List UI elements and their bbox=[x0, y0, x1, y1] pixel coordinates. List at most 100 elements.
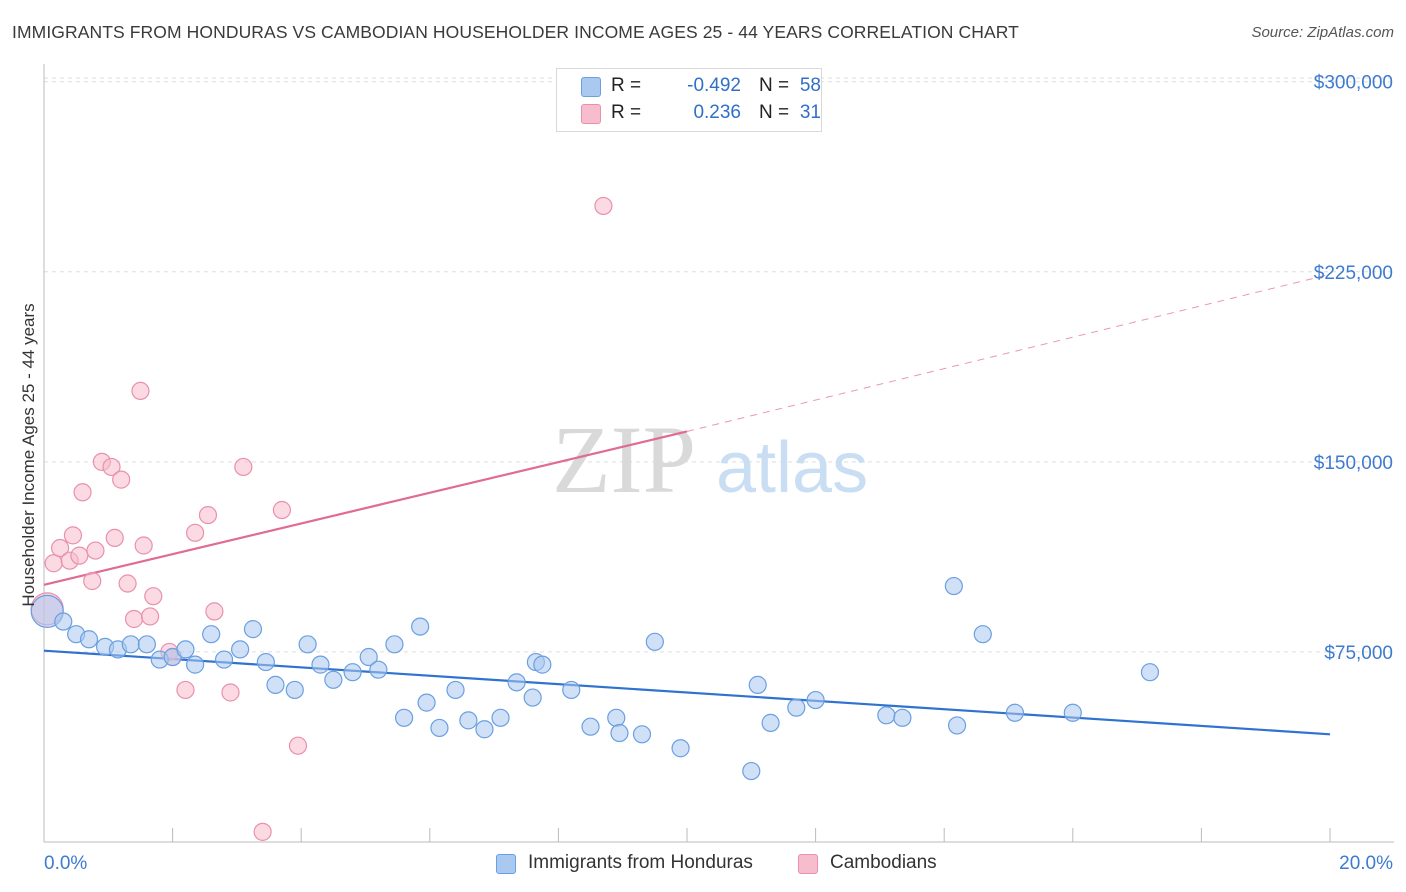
cambodians-point bbox=[288, 736, 308, 755]
honduras-point bbox=[806, 690, 825, 710]
honduras-point bbox=[256, 652, 275, 672]
cambodians-point bbox=[63, 526, 83, 545]
tick-labels: $75,000 $150,000 $225,000 $300,000 0.0% 20.0% bbox=[44, 73, 1393, 874]
cambodians-point bbox=[134, 536, 153, 555]
honduras-point bbox=[1063, 703, 1082, 722]
cambodians-point bbox=[186, 523, 205, 542]
legend-swatch-blue bbox=[581, 77, 601, 97]
cambodians-point bbox=[198, 505, 218, 525]
honduras-point bbox=[369, 660, 388, 679]
correlation-legend: R = -0.492 N = 58 R = 0.236 N = 31 bbox=[556, 68, 822, 132]
grid-lines bbox=[44, 77, 1394, 653]
honduras-point bbox=[973, 625, 992, 644]
honduras-point bbox=[359, 647, 378, 667]
honduras-point bbox=[581, 717, 600, 736]
honduras-point bbox=[79, 630, 99, 649]
honduras-point bbox=[54, 612, 73, 631]
x-tick-label: 20.0% bbox=[1339, 853, 1393, 874]
bottom-legend-label: Cambodians bbox=[830, 852, 937, 873]
cambodians-point bbox=[144, 587, 163, 606]
cambodians-point bbox=[205, 602, 224, 621]
honduras-point bbox=[417, 693, 436, 712]
honduras-point bbox=[324, 670, 343, 689]
legend-r-label: R = bbox=[611, 102, 642, 123]
cambodians-point bbox=[50, 538, 70, 558]
honduras-point bbox=[446, 680, 465, 700]
honduras-point bbox=[761, 713, 780, 732]
cambodians-point bbox=[176, 680, 195, 700]
legend-r-label: R = bbox=[611, 75, 642, 96]
honduras-point bbox=[671, 739, 690, 758]
cambodians-point bbox=[221, 683, 240, 702]
cambodians-point bbox=[253, 822, 272, 841]
legend-n-value: 58 bbox=[799, 75, 821, 96]
honduras-point bbox=[394, 708, 414, 727]
honduras-point bbox=[186, 655, 205, 674]
honduras-point bbox=[231, 640, 250, 659]
honduras-point bbox=[121, 635, 140, 654]
honduras-point bbox=[1140, 663, 1160, 682]
honduras-point bbox=[459, 711, 478, 730]
cambodians-point bbox=[272, 500, 292, 520]
honduras-points bbox=[30, 576, 1160, 781]
cambodians-point bbox=[124, 609, 144, 629]
honduras-point bbox=[343, 663, 362, 682]
honduras-point bbox=[787, 698, 806, 717]
axes bbox=[43, 64, 1394, 843]
y-tick-label: $300,000 bbox=[1314, 73, 1393, 94]
honduras-point bbox=[430, 718, 449, 738]
x-tick-label: 0.0% bbox=[44, 853, 87, 874]
legend-swatch-pink bbox=[581, 104, 601, 124]
honduras-point bbox=[411, 617, 430, 636]
cambodians-point bbox=[70, 546, 89, 565]
honduras-point bbox=[298, 635, 317, 654]
honduras-point bbox=[742, 761, 761, 781]
source-credit: Source: ZipAtlas.com bbox=[1251, 24, 1394, 41]
honduras-point bbox=[243, 620, 263, 639]
bottom-legend-swatch-pink bbox=[798, 854, 818, 874]
honduras-point bbox=[610, 723, 629, 743]
honduras-point bbox=[285, 680, 304, 700]
honduras-point bbox=[748, 675, 767, 694]
y-tick-label: $75,000 bbox=[1324, 643, 1393, 664]
honduras-point bbox=[266, 675, 285, 694]
y-tick-label: $150,000 bbox=[1314, 453, 1393, 474]
cambodians-point bbox=[234, 457, 253, 477]
cambodians-point bbox=[140, 607, 160, 626]
honduras-point bbox=[1005, 703, 1025, 722]
cambodians-trend-line bbox=[43, 430, 688, 586]
cambodians-point bbox=[102, 457, 121, 477]
cambodians-trend-extension bbox=[686, 273, 1331, 432]
honduras-point bbox=[562, 680, 581, 700]
bottom-legend-swatch-blue bbox=[496, 854, 516, 874]
honduras-point bbox=[607, 708, 626, 727]
honduras-point bbox=[523, 688, 542, 707]
honduras-point bbox=[491, 708, 510, 727]
bottom-legend-label: Immigrants from Honduras bbox=[528, 852, 753, 873]
honduras-point bbox=[947, 716, 967, 735]
watermark-atlas: atlas bbox=[716, 428, 868, 508]
cambodians-point bbox=[83, 571, 102, 591]
cambodians-point bbox=[105, 528, 124, 547]
chart-title: IMMIGRANTS FROM HONDURAS VS CAMBODIAN HO… bbox=[12, 22, 1019, 42]
honduras-point bbox=[893, 708, 912, 727]
honduras-point bbox=[214, 650, 234, 669]
legend-n-label: N = bbox=[759, 102, 790, 123]
cambodians-point bbox=[118, 574, 137, 593]
honduras-point bbox=[202, 625, 221, 644]
honduras-point bbox=[877, 706, 896, 725]
honduras-point bbox=[632, 725, 652, 744]
legend-r-value: 0.236 bbox=[693, 102, 741, 123]
y-axis-label: Householder Income Ages 25 - 44 years bbox=[19, 303, 38, 606]
honduras-point bbox=[944, 576, 963, 596]
cambodians-point bbox=[131, 381, 150, 401]
honduras-point bbox=[475, 720, 494, 739]
cambodians-point bbox=[86, 541, 105, 560]
legend-r-value: -0.492 bbox=[687, 75, 741, 96]
honduras-point bbox=[137, 635, 156, 654]
cambodians-point bbox=[594, 196, 613, 216]
legend-n-label: N = bbox=[759, 75, 790, 96]
honduras-point bbox=[645, 632, 664, 651]
honduras-point bbox=[176, 640, 195, 659]
